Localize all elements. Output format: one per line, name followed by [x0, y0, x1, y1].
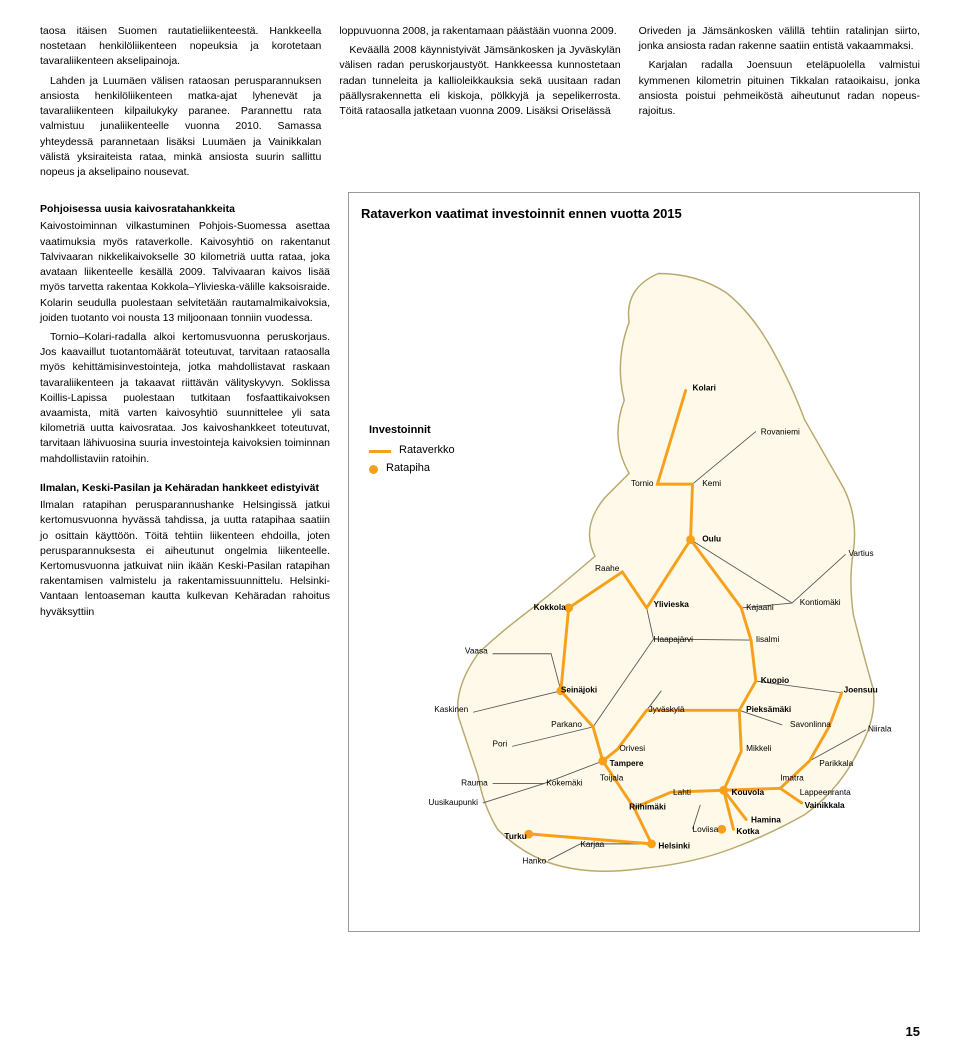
finland-map: Kolari Rovaniemi Tornio Kemi Oulu Raahe Vartiu… — [361, 236, 907, 896]
heading-ilmala: Ilmalan, Keski-Pasilan ja Kehäradan hank… — [40, 481, 330, 496]
c3-p1: Oriveden ja Jämsänkosken välillä tehtiin… — [639, 24, 920, 54]
city-label: Mikkeli — [746, 744, 771, 753]
city-label: Jyväskylä — [649, 705, 685, 714]
city-label: Kotka — [736, 827, 759, 836]
legend-dot-label: Ratapiha — [386, 461, 430, 477]
heading-mining: Pohjoisessa uusia kaivosratahankkeita — [40, 202, 330, 217]
city-label: Loviisa — [693, 825, 719, 834]
city-label: Turku — [504, 832, 526, 841]
city-label: Niirala — [868, 725, 892, 734]
invest-dot — [719, 786, 728, 795]
city-label: Pieksämäki — [746, 705, 791, 714]
c2-p2: Keväällä 2008 käynnistyivät Jämsän­koske… — [339, 43, 620, 119]
city-label: Rovaniemi — [761, 427, 800, 436]
city-label: Imatra — [780, 774, 804, 783]
legend-line-label: Rataverkko — [399, 443, 455, 459]
city-label: Toijala — [600, 774, 624, 783]
city-label: Tornio — [631, 479, 654, 488]
city-label: Karjaa — [580, 840, 604, 849]
city-label: Parikkala — [819, 759, 853, 768]
city-label: Rauma — [461, 778, 488, 787]
ll-p3: Ilmalan ratapihan perusparannushanke Hel… — [40, 498, 330, 620]
legend-head: Investoinnit — [369, 423, 455, 439]
city-label: Kokemäki — [546, 778, 582, 787]
c3-p2: Karjalan radalla Joensuun eteläpuolel­la… — [639, 58, 920, 119]
legend: Investoinnit Rataverkko Ratapiha — [369, 423, 455, 479]
city-label: Haapajärvi — [654, 635, 694, 644]
c2-p1: loppuvuonna 2008, ja rakentamaan pääs­tä… — [339, 24, 620, 39]
page-number: 15 — [906, 1023, 920, 1042]
city-label: Seinäjoki — [561, 686, 597, 695]
left-text: Pohjoisessa uusia kaivosratahankkeita Ka… — [40, 192, 330, 932]
top-columns: taosa itäisen Suomen rautatieliikenteest… — [40, 24, 920, 184]
city-label: Raahe — [595, 564, 620, 573]
c1-p2: Lahden ja Luumäen välisen rataosan pe­ru… — [40, 74, 321, 181]
city-label: Kuopio — [761, 676, 789, 685]
city-label: Hanko — [522, 856, 546, 865]
city-label: Orivesi — [619, 744, 645, 753]
invest-dot — [598, 757, 607, 766]
city-label: Vartius — [849, 549, 874, 558]
lower-row: Pohjoisessa uusia kaivosratahankkeita Ka… — [40, 192, 920, 932]
city-label: Joensuu — [844, 686, 878, 695]
col-2: loppuvuonna 2008, ja rakentamaan pääs­tä… — [339, 24, 620, 184]
invest-dot — [647, 840, 656, 849]
city-label: Kontiomäki — [800, 598, 841, 607]
col-3: Oriveden ja Jämsänkosken välillä tehtiin… — [639, 24, 920, 184]
legend-dot-row: Ratapiha — [369, 461, 455, 477]
city-label: Pori — [493, 739, 508, 748]
city-label: Kajaani — [746, 603, 774, 612]
city-label: Ylivieska — [654, 600, 690, 609]
city-label: Lappeenranta — [800, 788, 851, 797]
col-1: taosa itäisen Suomen rautatieliikenteest… — [40, 24, 321, 184]
c1-p1: taosa itäisen Suomen rautatieliikenteest… — [40, 24, 321, 70]
city-label: Kemi — [702, 479, 721, 488]
finland-outline — [458, 274, 874, 872]
city-label: Vainikkala — [805, 801, 845, 810]
city-label: Iisalmi — [756, 635, 780, 644]
city-label: Tampere — [610, 759, 644, 768]
invest-dot — [686, 535, 695, 544]
city-label: Parkano — [551, 720, 582, 729]
city-label: Kolari — [693, 384, 716, 393]
city-label: Oulu — [702, 535, 721, 544]
ll-p2: Tornio–Kolari-radalla alkoi kertomus­vuo… — [40, 330, 330, 467]
city-label: Helsinki — [658, 842, 690, 851]
legend-line-swatch — [369, 450, 391, 453]
ll-p1: Kaivostoiminnan vilkastuminen Pohjois-Su… — [40, 219, 330, 326]
city-label: Riihimäki — [629, 803, 666, 812]
city-label: Kokkola — [534, 603, 567, 612]
map-title: Rataverkon vaatimat investoinnit ennen v… — [361, 205, 907, 224]
city-label: Uusikaupunki — [428, 798, 478, 807]
city-label: Kaskinen — [434, 705, 468, 714]
legend-line-row: Rataverkko — [369, 443, 455, 459]
legend-dot-swatch — [369, 465, 378, 474]
city-label: Kouvola — [732, 788, 765, 797]
map-box: Rataverkon vaatimat investoinnit ennen v… — [348, 192, 920, 932]
city-label: Vaasa — [465, 647, 488, 656]
city-label: Savonlinna — [790, 720, 831, 729]
city-label: Lahti — [673, 788, 691, 797]
city-label: Hamina — [751, 815, 781, 824]
invest-dot — [717, 825, 726, 834]
